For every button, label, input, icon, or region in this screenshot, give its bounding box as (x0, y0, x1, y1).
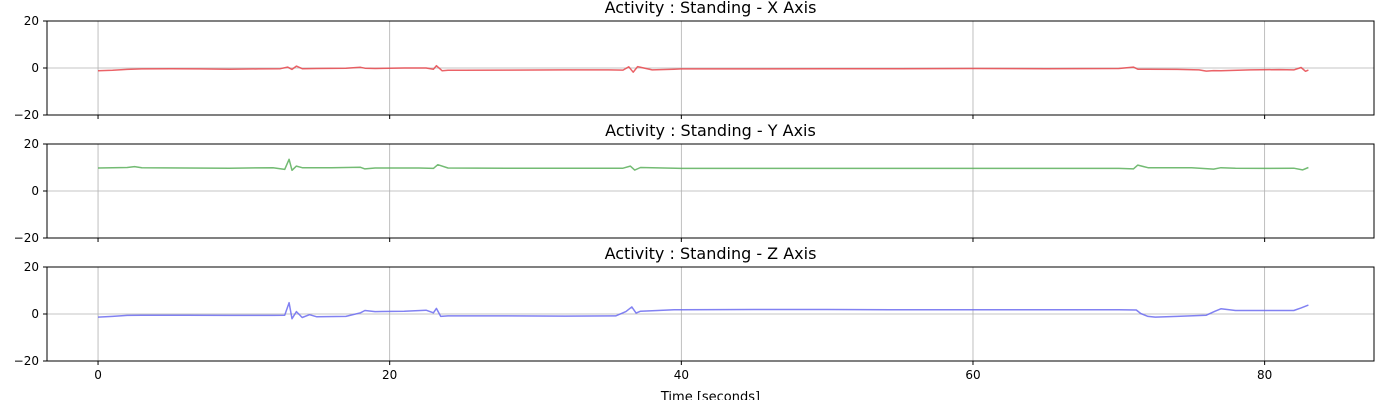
x-tick-label: 40 (674, 368, 689, 382)
y-tick-label: 20 (24, 14, 39, 28)
subplot-1: 20 0 −20 Activity : Standing - X Axis (14, 0, 1375, 122)
x-tick-label: 20 (382, 368, 397, 382)
y-tick-label: 20 (24, 260, 39, 274)
x-tick-label: 0 (94, 368, 102, 382)
y-tick-label: 0 (31, 184, 39, 198)
series-line (97, 64, 1309, 73)
chart-title: Activity : Standing - Y Axis (605, 121, 816, 140)
chart-title: Activity : Standing - Z Axis (605, 244, 817, 263)
chart-title: Activity : Standing - X Axis (605, 0, 817, 17)
x-tick-label: 60 (965, 368, 980, 382)
subplot-2: 20 0 −20 Activity : Standing - Y Axis (14, 121, 1375, 245)
subplot-3: 20 0 −20 0 20 40 60 80 Activity : Standing - Z A… (14, 244, 1375, 400)
y-tick-label: 0 (31, 61, 39, 75)
y-tick-label: −20 (14, 108, 39, 122)
y-tick-label: −20 (14, 231, 39, 245)
series-line (97, 158, 1309, 172)
series-line (97, 301, 1309, 320)
x-tick-label: 80 (1257, 368, 1272, 382)
y-tick-label: 0 (31, 307, 39, 321)
y-tick-label: 20 (24, 137, 39, 151)
x-axis-label: Time [seconds] (660, 390, 760, 400)
y-tick-label: −20 (14, 354, 39, 368)
